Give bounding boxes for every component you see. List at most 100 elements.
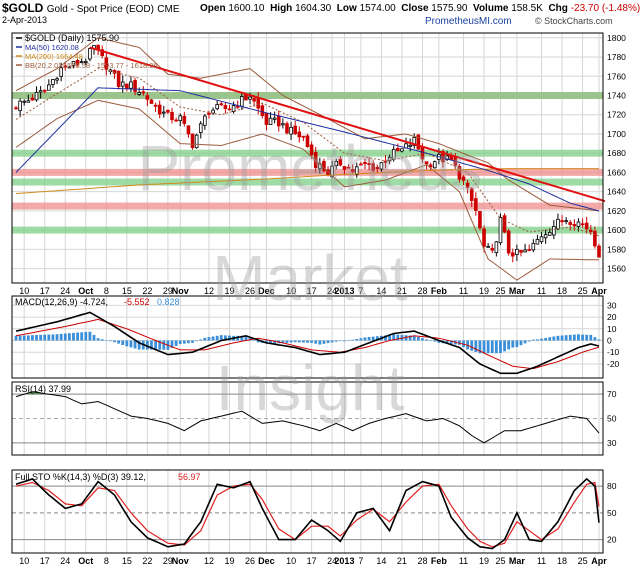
macd-histogram-bar <box>338 340 342 342</box>
macd-histogram-bar <box>396 334 400 341</box>
macd-histogram-bar <box>560 335 564 341</box>
x-tick-label: Apr <box>591 286 607 296</box>
macd-histogram-bar <box>273 340 277 344</box>
macd-histogram-bar <box>154 340 157 350</box>
candle-body <box>371 163 375 171</box>
candle-body <box>162 111 166 114</box>
x-tick-label-bottom: 17 <box>307 556 317 566</box>
candle-body <box>519 249 523 253</box>
red-zone-band <box>12 202 603 210</box>
legend-entry: MA(200) 1664.48 <box>25 52 83 61</box>
macd-histogram-bar <box>76 332 79 341</box>
candle-body <box>593 230 597 247</box>
legend-entry: BB(20,2.0) 1568.58 - 1593.77 - 1618.96 <box>25 61 158 70</box>
candle-body <box>227 108 232 111</box>
candle-body <box>531 242 536 251</box>
x-tick-label: 8 <box>104 286 109 296</box>
downtrend-line <box>89 46 606 203</box>
macd-histogram-bar <box>109 340 112 342</box>
macd-histogram-bar <box>125 340 129 347</box>
watermark-text: Insight <box>216 352 405 424</box>
candle-body <box>482 228 486 247</box>
macd-histogram-bar <box>256 340 260 343</box>
candle-body <box>235 105 240 108</box>
candle-body <box>432 161 437 169</box>
y-tick-label: 50 <box>607 414 617 424</box>
macd-histogram-bar <box>363 337 367 341</box>
candle-body <box>141 91 146 94</box>
candle-body <box>170 112 174 121</box>
candle-body <box>125 83 129 89</box>
macd-histogram-bar <box>334 340 338 342</box>
macd-histogram-bar <box>359 338 363 341</box>
volume-value: 158.5K <box>511 3 543 14</box>
y-tick-label: 1580 <box>607 244 626 254</box>
macd-histogram-bar <box>347 340 350 342</box>
candle-body <box>34 91 39 101</box>
x-tick-label: 26 <box>245 286 255 296</box>
macd-histogram-bar <box>371 336 375 341</box>
candle-body <box>133 79 137 92</box>
candle-body <box>396 148 400 152</box>
y-tick-label: 50 <box>607 508 617 518</box>
legend-entry: MA(50) 1620.08 <box>25 43 79 52</box>
macd-hist-value: 0.828 <box>157 297 180 307</box>
candle-body <box>59 67 63 77</box>
x-tick-label: 22 <box>142 286 152 296</box>
macd-histogram-bar <box>306 340 309 343</box>
macd-histogram-bar <box>191 340 194 343</box>
macd-histogram-bar <box>527 340 531 342</box>
x-tick-label-bottom: 15 <box>122 556 132 566</box>
candle-body <box>539 236 544 243</box>
candle-body <box>338 158 343 166</box>
x-tick-label-bottom: 10 <box>19 556 29 566</box>
macd-histogram-bar <box>22 335 26 341</box>
candle-body <box>252 98 256 102</box>
high-value: 1604.30 <box>295 3 332 14</box>
candle-body <box>564 220 568 223</box>
price-panel-frame <box>11 32 604 284</box>
macd-histogram-bar <box>375 336 379 341</box>
macd-histogram-bar <box>499 340 502 354</box>
x-tick-label: 19 <box>224 286 234 296</box>
candle-body <box>580 223 585 226</box>
candle-body <box>547 232 552 236</box>
candle-body <box>330 165 334 178</box>
candle-body <box>383 160 388 163</box>
macd-histogram-bar <box>223 335 227 341</box>
symbol: $GOLD <box>2 1 44 15</box>
macd-histogram-bar <box>478 340 482 354</box>
candle-body <box>424 161 429 165</box>
candle-body <box>207 112 211 115</box>
macd-histogram-bar <box>14 335 18 341</box>
macd-histogram-bar <box>384 335 387 341</box>
x-tick-label: 21 <box>397 286 407 296</box>
macd-histogram-bar <box>162 340 166 350</box>
x-tick-label-bottom: 10 <box>286 556 296 566</box>
macd-histogram-bar <box>425 339 428 341</box>
ohlc-readout: Open 1600.10 High 1604.30 Low 1574.00 Cl… <box>200 3 640 14</box>
candle-body <box>367 163 371 165</box>
macd-histogram-bar <box>597 339 601 341</box>
candle-body <box>469 188 474 201</box>
candle-body <box>552 226 556 236</box>
macd-histogram-bar <box>572 334 576 341</box>
macd-histogram-bar <box>367 337 371 341</box>
y-tick-label: 1720 <box>607 110 626 120</box>
candle-body <box>38 90 43 93</box>
macd-histogram-bar <box>47 334 51 341</box>
candle-body <box>51 79 55 85</box>
candle-body <box>198 123 203 134</box>
y-tick-label: 30 <box>607 300 617 310</box>
x-tick-label-bottom: Mar <box>509 556 526 566</box>
red-zone-band <box>12 168 603 176</box>
candle-body <box>363 161 367 164</box>
candle-body <box>322 160 326 172</box>
macd-histogram-bar <box>474 340 478 353</box>
candle-body <box>305 135 310 148</box>
candle-body <box>412 137 417 146</box>
x-tick-label: 2013 <box>334 286 354 296</box>
x-tick-label: 12 <box>204 286 214 296</box>
